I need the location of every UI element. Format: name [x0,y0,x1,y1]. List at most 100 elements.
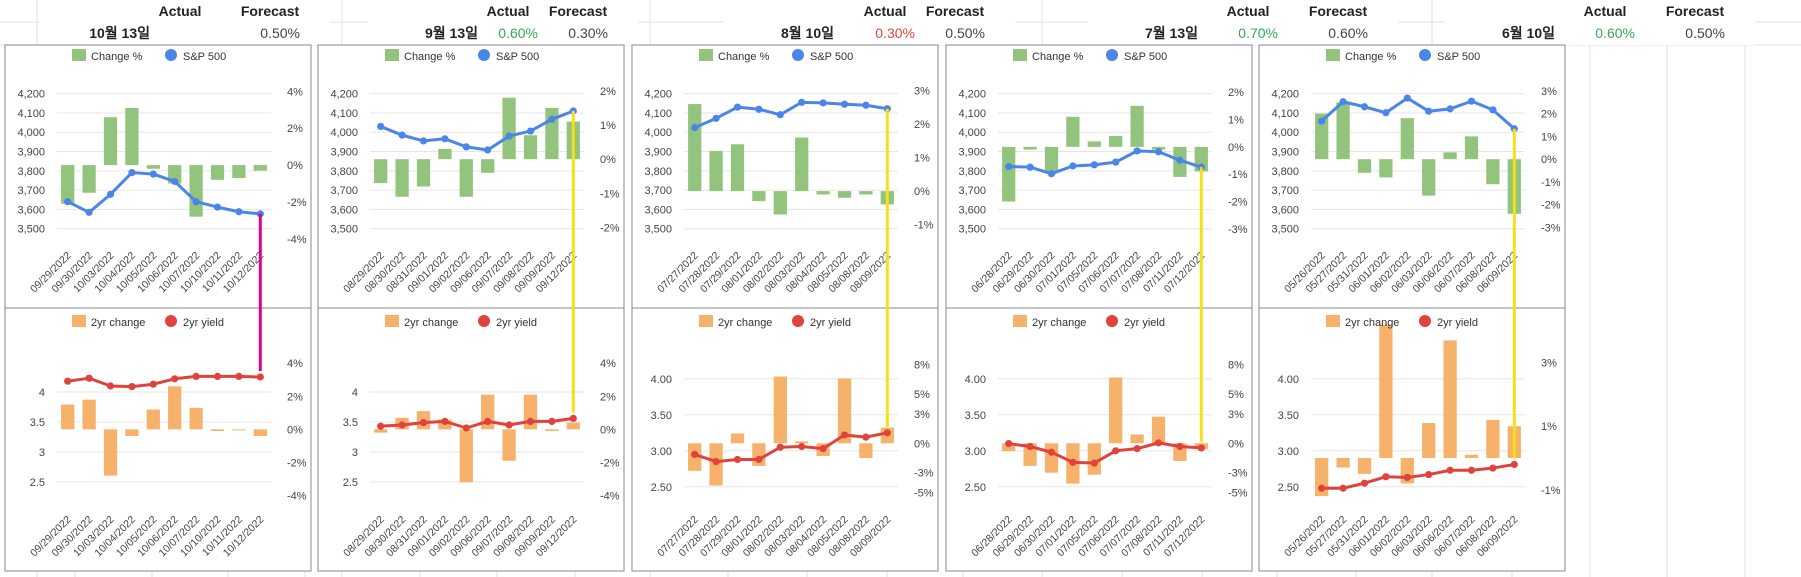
left-tick-label: 4.00 [651,374,672,386]
bar [566,422,580,430]
right-tick-label: 0% [1228,438,1244,450]
right-tick-label: 2% [1541,109,1557,121]
bar [103,117,118,166]
series-line [1008,149,1202,176]
bar [1400,118,1414,160]
line-point [1425,470,1433,479]
legend-swatch-bar [1326,49,1340,61]
line-point [398,421,406,429]
legend: Change % S&P 500 [385,49,539,63]
legend-swatch-bar [699,49,713,61]
line-point [691,124,699,132]
left-tick-label: 4,200 [17,89,45,101]
line-point [548,417,556,425]
release-panel: 4,200 4,100 4,000 3,900 3,800 3,700 3,600 3,500… [1258,44,1566,572]
line-point [1154,148,1163,156]
bar [1422,159,1436,196]
bar [189,165,203,217]
legend-swatch-line [478,49,490,61]
bar [125,107,139,166]
line-point [1510,460,1518,469]
left-tick-label: 3,500 [1271,224,1299,236]
bar [61,404,75,430]
release-date: 9월 13일 [425,25,478,41]
left-tick-label: 4,100 [330,108,358,120]
forecast-value: 0.30% [568,25,608,41]
bar [253,165,267,171]
bar [1002,443,1016,452]
bar [125,429,139,436]
legend-label: S&P 500 [1437,51,1480,63]
right-tick-label: 1% [600,120,616,132]
left-tick-label: 3,700 [17,185,45,197]
legend-label: S&P 500 [496,51,539,63]
legend-swatch-bar [385,49,399,61]
bar [82,165,96,193]
left-tick-label: 3,800 [330,166,358,178]
left-tick-label: 3,900 [330,147,358,159]
right-tick-label: 2% [914,119,930,131]
bar [1315,458,1329,497]
release-date: 8월 10일 [781,25,834,41]
actual-value: 0.60% [498,25,538,41]
right-tick-label: -5% [914,487,934,499]
line-point [840,100,849,108]
right-tick-label: -2% [1228,197,1248,209]
line-point [1112,447,1120,455]
line-point [213,203,222,211]
legend: Change % S&P 500 [699,49,853,63]
bar [1379,324,1393,458]
line-point [1467,466,1476,474]
line-point [798,98,806,106]
right-tick-label: -1% [1541,177,1561,189]
right-tick-label: -4% [287,234,307,246]
right-tick-label: 0% [914,438,930,450]
legend-label: Change % [1345,51,1397,63]
series-line [694,431,888,464]
forecast-header: Forecast [549,3,608,19]
left-tick-label: 4.00 [965,374,986,386]
legend-swatch-line [165,315,177,327]
bar [459,159,473,197]
bar [146,165,160,169]
left-tick-label: 3,500 [17,224,45,236]
series-line [67,374,261,389]
bar [61,165,75,204]
line-point [712,458,720,466]
line-point [819,99,827,107]
legend-label: Change % [718,51,770,63]
right-tick-label: -1% [1541,485,1561,497]
right-tick-label: 1% [914,153,930,165]
line-point [712,114,720,122]
legend: 2yr change 2yr yield [1326,315,1478,329]
line-point [776,111,784,119]
left-tick-label: 3,600 [958,204,986,216]
left-tick-label: 4,000 [644,127,672,139]
line-point [1112,158,1120,166]
right-tick-label: 0% [287,424,303,436]
line-point [484,417,492,425]
legend-label: 2yr yield [1437,317,1478,329]
right-tick-label: -3% [1228,224,1248,236]
release-panel: 4,200 4,100 4,000 3,900 3,800 3,700 3,600 3,500… [317,44,625,572]
right-tick-label: -2% [600,457,620,469]
left-tick-label: 3,800 [644,166,672,178]
header-cells: Actual Forecast 6월 10일 0.60% 0.50% [1445,0,1755,45]
line-point [1047,448,1056,456]
left-tick-label: 3,500 [644,224,672,236]
bar [459,429,473,483]
legend-label: 2yr change [91,317,145,329]
left-tick-label: 2.5 [30,477,45,489]
bar [1357,458,1372,474]
line-point [1489,106,1497,114]
right-tick-label: -2% [1541,200,1561,212]
legend-swatch-bar [1013,49,1027,61]
forecast-header: Forecast [241,3,300,19]
line-point [733,455,742,464]
legend-swatch-line [792,49,804,61]
bar [146,409,160,430]
right-tick-label: 2% [287,123,303,135]
line-point [1176,442,1184,451]
bar [1422,423,1436,458]
right-tick-label: 1% [1541,421,1557,433]
